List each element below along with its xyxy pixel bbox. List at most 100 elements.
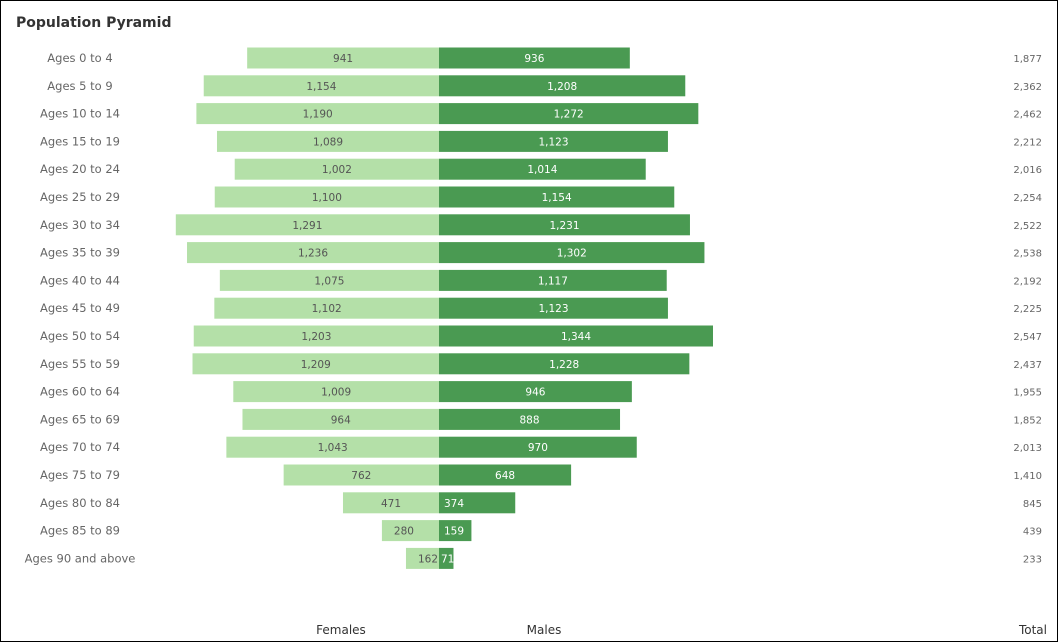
male-value-label: 1,123 xyxy=(538,136,568,148)
female-bar xyxy=(193,325,439,347)
female-value-label: 1,154 xyxy=(306,81,336,93)
male-value-label: 1,272 xyxy=(554,109,584,121)
male-bar xyxy=(439,186,675,208)
female-value-label: 762 xyxy=(351,470,371,482)
total-value-label: 845 xyxy=(1023,499,1042,510)
female-value-label: 964 xyxy=(331,414,351,426)
age-group-label: Ages 0 to 4 xyxy=(47,51,112,65)
male-value-label: 1,123 xyxy=(538,303,568,315)
total-value-label: 2,437 xyxy=(1013,360,1042,371)
male-bar xyxy=(439,103,699,125)
female-value-label: 1,190 xyxy=(303,109,333,121)
age-group-label: Ages 80 to 84 xyxy=(40,496,120,510)
male-bar xyxy=(439,381,632,403)
chart-rows: Ages 0 to 4 941 936 1,877 Ages 5 to 9 1,154 1,… xyxy=(25,47,1042,569)
male-bar xyxy=(439,353,690,375)
age-group-label: Ages 20 to 24 xyxy=(40,162,120,176)
total-value-label: 2,538 xyxy=(1013,249,1042,260)
male-value-label: 648 xyxy=(495,470,515,482)
total-value-label: 2,192 xyxy=(1013,276,1042,287)
male-value-label: 71 xyxy=(441,553,454,565)
male-bar xyxy=(439,436,637,458)
male-value-label: 1,208 xyxy=(547,81,577,93)
male-bar xyxy=(439,492,516,514)
total-value-label: 1,852 xyxy=(1013,415,1042,426)
female-bar xyxy=(405,547,439,569)
female-bar xyxy=(203,75,439,97)
male-bar xyxy=(439,242,705,264)
male-value-label: 970 xyxy=(528,442,548,454)
male-value-label: 1,228 xyxy=(549,359,579,371)
chart-title: Population Pyramid xyxy=(16,15,172,31)
total-value-label: 2,462 xyxy=(1013,110,1042,121)
age-group-label: Ages 60 to 64 xyxy=(40,385,120,399)
age-group-label: Ages 55 to 59 xyxy=(40,357,120,371)
female-bar xyxy=(242,408,439,430)
age-group-label: Ages 15 to 19 xyxy=(40,134,120,148)
total-value-label: 2,013 xyxy=(1013,443,1042,454)
female-bar xyxy=(283,464,439,486)
female-bar xyxy=(219,269,439,291)
female-value-label: 1,009 xyxy=(321,387,351,399)
male-value-label: 888 xyxy=(519,414,539,426)
female-bar xyxy=(175,214,439,236)
male-bar xyxy=(439,520,472,542)
age-group-label: Ages 50 to 54 xyxy=(40,329,120,343)
total-value-label: 1,955 xyxy=(1013,388,1042,399)
female-bar xyxy=(214,186,439,208)
male-value-label: 374 xyxy=(444,498,464,510)
age-group-label: Ages 70 to 74 xyxy=(40,440,120,454)
age-group-label: Ages 45 to 49 xyxy=(40,301,120,315)
total-value-label: 2,522 xyxy=(1013,221,1042,232)
female-bar xyxy=(234,158,439,180)
age-group-label: Ages 65 to 69 xyxy=(40,412,120,426)
male-value-label: 946 xyxy=(525,387,545,399)
male-bar xyxy=(439,547,454,569)
male-bar xyxy=(439,297,668,319)
male-bar xyxy=(439,464,572,486)
total-value-label: 1,877 xyxy=(1013,54,1042,65)
males-column-header: Males xyxy=(527,623,562,637)
female-value-label: 1,043 xyxy=(318,442,348,454)
male-value-label: 1,231 xyxy=(549,220,579,232)
age-group-label: Ages 35 to 39 xyxy=(40,246,120,260)
male-bar xyxy=(439,408,621,430)
male-bar xyxy=(439,214,690,236)
male-value-label: 159 xyxy=(444,526,464,538)
total-value-label: 2,547 xyxy=(1013,332,1042,343)
female-value-label: 1,236 xyxy=(298,248,328,260)
age-group-label: Ages 25 to 29 xyxy=(40,190,120,204)
age-group-label: Ages 30 to 34 xyxy=(40,218,120,232)
male-bar xyxy=(439,47,630,69)
male-bar xyxy=(439,269,667,291)
total-value-label: 2,362 xyxy=(1013,82,1042,93)
male-value-label: 1,344 xyxy=(561,331,591,343)
female-bar xyxy=(342,492,439,514)
male-value-label: 936 xyxy=(524,53,544,65)
female-bar xyxy=(216,130,439,152)
male-value-label: 1,154 xyxy=(542,192,572,204)
female-bar xyxy=(196,103,439,125)
total-value-label: 2,016 xyxy=(1013,165,1042,176)
female-value-label: 1,075 xyxy=(314,275,344,287)
male-bar xyxy=(439,130,668,152)
total-column-header: Total xyxy=(1018,623,1047,637)
age-group-label: Ages 10 to 14 xyxy=(40,107,120,121)
female-value-label: 1,002 xyxy=(322,164,352,176)
female-value-label: 1,089 xyxy=(313,136,343,148)
female-bar xyxy=(233,381,439,403)
age-group-label: Ages 90 and above xyxy=(25,551,136,565)
female-bar xyxy=(381,520,439,542)
age-group-label: Ages 40 to 44 xyxy=(40,273,120,287)
male-bar xyxy=(439,158,646,180)
female-value-label: 941 xyxy=(333,53,353,65)
female-value-label: 1,102 xyxy=(312,303,342,315)
female-value-label: 162 xyxy=(418,553,438,565)
female-bar xyxy=(187,242,439,264)
female-value-label: 280 xyxy=(394,526,414,538)
female-value-label: 471 xyxy=(381,498,401,510)
male-bar xyxy=(439,325,713,347)
female-value-label: 1,203 xyxy=(301,331,331,343)
